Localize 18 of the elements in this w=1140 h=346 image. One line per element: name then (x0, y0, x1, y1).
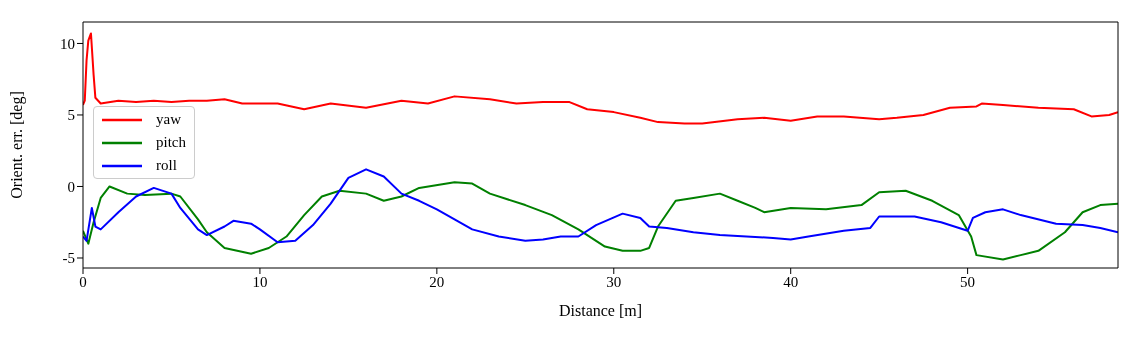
legend-label: roll (156, 157, 177, 174)
line-series (83, 32, 1118, 125)
y-tick-label: -5 (62, 250, 75, 267)
x-tick-label: 30 (606, 273, 622, 290)
x-tick-label: 0 (79, 273, 87, 290)
x-tick-label: 20 (429, 273, 445, 290)
x-tick-label: 40 (783, 273, 799, 290)
legend-label: yaw (156, 111, 181, 128)
y-tick-label: 0 (67, 178, 75, 195)
x-axis-title: Distance [m] (558, 302, 643, 319)
x-tick-label: 50 (960, 273, 976, 290)
y-tick-label: 10 (60, 35, 75, 52)
legend-label: pitch (156, 134, 186, 151)
line-series (83, 168, 1118, 244)
line-series (83, 181, 1118, 261)
y-tick-label: 5 (67, 107, 75, 124)
y-axis-title: Orient. err. [deg] (7, 91, 26, 199)
x-tick-label: 10 (252, 273, 268, 290)
